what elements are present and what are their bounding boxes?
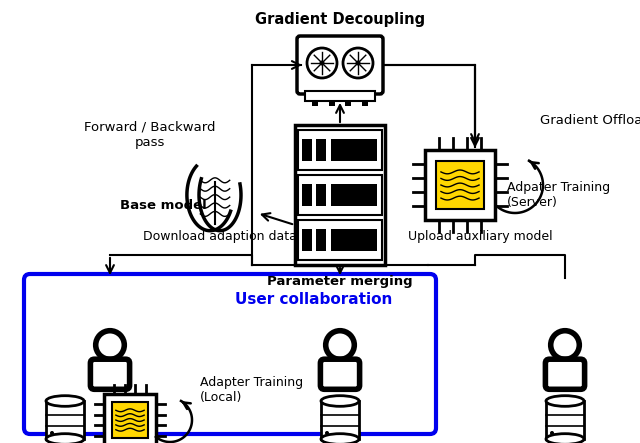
Bar bbox=[298, 220, 382, 260]
Text: Forward / Backward
pass: Forward / Backward pass bbox=[84, 121, 216, 149]
Circle shape bbox=[307, 48, 337, 78]
Circle shape bbox=[355, 61, 360, 66]
Bar bbox=[425, 150, 495, 220]
Bar bbox=[46, 401, 84, 439]
Bar bbox=[104, 394, 156, 443]
Ellipse shape bbox=[546, 396, 584, 406]
Bar bbox=[329, 101, 335, 106]
Bar bbox=[316, 139, 326, 161]
Bar bbox=[312, 101, 318, 106]
Bar bbox=[316, 184, 326, 206]
Circle shape bbox=[550, 331, 579, 359]
FancyBboxPatch shape bbox=[90, 359, 130, 389]
Circle shape bbox=[343, 48, 373, 78]
Circle shape bbox=[96, 331, 124, 359]
Ellipse shape bbox=[46, 396, 84, 406]
Bar bbox=[298, 175, 382, 215]
Bar bbox=[302, 139, 312, 161]
Text: Upload auxiliary model: Upload auxiliary model bbox=[408, 230, 552, 243]
Ellipse shape bbox=[546, 434, 584, 443]
Bar bbox=[298, 130, 382, 170]
Text: User collaboration: User collaboration bbox=[235, 292, 392, 307]
Text: Adapter Training
(Local): Adapter Training (Local) bbox=[200, 376, 303, 404]
Bar bbox=[302, 229, 312, 251]
Bar bbox=[331, 139, 377, 161]
Bar bbox=[321, 401, 359, 439]
Bar bbox=[546, 401, 584, 439]
Text: Base model: Base model bbox=[120, 198, 206, 211]
FancyBboxPatch shape bbox=[321, 359, 360, 389]
Bar bbox=[362, 101, 368, 106]
Bar bbox=[305, 91, 375, 101]
Bar bbox=[302, 184, 312, 206]
Bar bbox=[331, 229, 377, 251]
Text: Gradient Decoupling: Gradient Decoupling bbox=[255, 12, 425, 27]
Bar bbox=[295, 125, 385, 265]
Bar bbox=[346, 101, 351, 106]
FancyBboxPatch shape bbox=[545, 359, 584, 389]
Bar bbox=[436, 161, 484, 209]
Text: Download adaption data: Download adaption data bbox=[143, 230, 297, 243]
Circle shape bbox=[319, 61, 324, 66]
Ellipse shape bbox=[321, 396, 359, 406]
Circle shape bbox=[325, 431, 329, 435]
Bar bbox=[113, 402, 148, 438]
Ellipse shape bbox=[46, 434, 84, 443]
Text: Adpater Training
(Server): Adpater Training (Server) bbox=[507, 181, 610, 209]
Text: Gradient Offloading: Gradient Offloading bbox=[540, 113, 640, 127]
Bar bbox=[316, 229, 326, 251]
Circle shape bbox=[550, 431, 554, 435]
Ellipse shape bbox=[321, 434, 359, 443]
Bar bbox=[331, 184, 377, 206]
Circle shape bbox=[326, 331, 355, 359]
Text: Parameter merging: Parameter merging bbox=[267, 275, 413, 288]
Circle shape bbox=[50, 431, 54, 435]
FancyBboxPatch shape bbox=[24, 274, 436, 434]
FancyBboxPatch shape bbox=[297, 36, 383, 94]
